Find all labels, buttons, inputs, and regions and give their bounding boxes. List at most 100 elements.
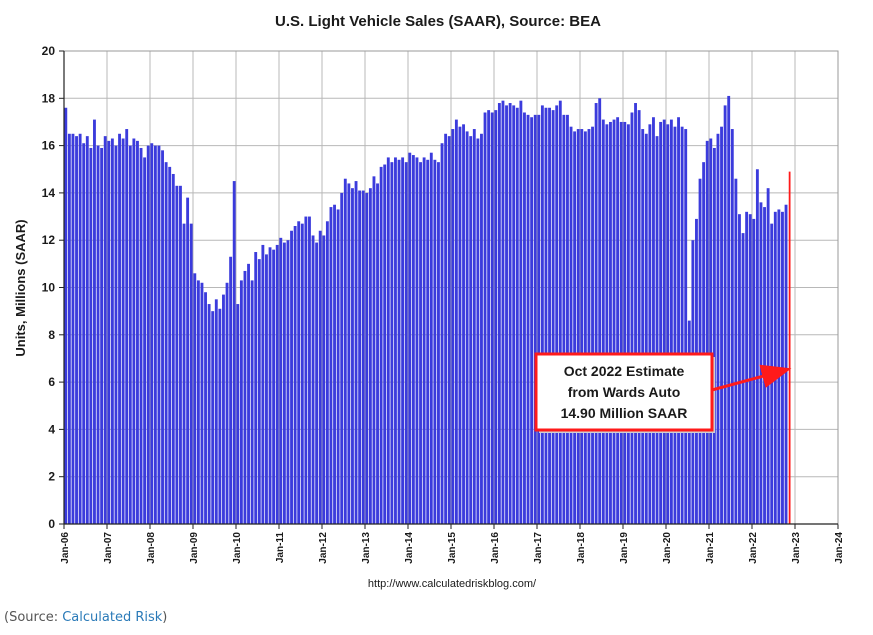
bar	[594, 103, 598, 524]
bar	[293, 226, 297, 524]
axes	[59, 50, 839, 529]
bar	[422, 157, 426, 525]
bar	[533, 114, 537, 524]
y-tick-label: 6	[48, 375, 55, 389]
bar	[272, 249, 276, 524]
bar	[709, 138, 713, 524]
bar	[232, 181, 236, 524]
bar	[426, 159, 430, 525]
bar	[469, 136, 473, 524]
bar	[573, 131, 577, 524]
x-tick-label: Jan-16	[490, 532, 501, 564]
y-ticks: 0 2 4 6 8 10 12 14 16 18 20	[42, 44, 56, 531]
bar	[648, 124, 652, 524]
bar	[347, 183, 351, 524]
x-tick-label: Jan-14	[404, 532, 415, 564]
bar	[222, 294, 225, 524]
bar	[265, 254, 268, 524]
bar	[669, 119, 673, 525]
bar	[171, 173, 175, 525]
bar	[583, 131, 587, 524]
bar	[329, 207, 333, 524]
bar	[465, 131, 469, 524]
bar-highlight	[788, 171, 791, 525]
bar	[437, 162, 440, 524]
bar	[103, 136, 107, 524]
bar	[551, 110, 555, 524]
bar	[161, 150, 164, 524]
bar	[680, 126, 684, 525]
bar	[408, 152, 412, 524]
bar	[376, 183, 379, 524]
y-tick-label: 8	[48, 328, 55, 342]
bar	[494, 110, 498, 524]
bar	[132, 138, 136, 524]
bar	[304, 216, 308, 525]
bar	[734, 178, 738, 524]
bar	[415, 157, 419, 525]
x-tick-label: Jan-18	[576, 532, 587, 564]
bar	[340, 192, 344, 524]
x-tick-label: Jan-07	[103, 532, 114, 564]
bars-group	[64, 95, 791, 525]
annotation: Oct 2022 Estimate from Wards Auto 14.90 Mi…	[534, 352, 792, 433]
x-tick-label: Jan-17	[533, 532, 544, 564]
bar	[82, 143, 86, 525]
bar	[211, 311, 215, 524]
bar	[720, 126, 723, 525]
bar	[64, 107, 68, 524]
bar	[480, 133, 483, 524]
x-tick-label: Jan-23	[791, 532, 802, 564]
bar	[354, 181, 358, 524]
bar	[89, 147, 93, 524]
bar	[114, 145, 118, 524]
bar	[637, 110, 641, 524]
bar	[243, 270, 247, 524]
bar	[143, 157, 147, 525]
x-tick-label: Jan-19	[619, 532, 630, 564]
bar	[705, 140, 709, 524]
bar	[236, 304, 240, 524]
x-tick-label: Jan-12	[318, 532, 329, 564]
bar	[110, 138, 114, 524]
bar	[766, 188, 770, 525]
bar	[168, 166, 172, 524]
x-tick-label: Jan-15	[447, 532, 458, 564]
annotation-line: from Wards Auto	[568, 384, 681, 400]
bar	[275, 244, 279, 524]
bar	[598, 98, 602, 525]
bar	[512, 105, 516, 525]
bar	[96, 145, 100, 524]
chart-title: U.S. Light Vehicle Sales (SAAR), Source:…	[275, 13, 601, 30]
bar	[182, 223, 186, 524]
bar	[755, 169, 759, 524]
bar	[501, 100, 505, 524]
bar	[580, 129, 584, 525]
bar	[659, 121, 663, 524]
bar	[476, 138, 480, 524]
bar	[440, 143, 444, 525]
bar	[641, 129, 645, 525]
bar	[540, 105, 544, 525]
bar	[157, 145, 161, 524]
bar	[519, 100, 523, 524]
bar	[612, 119, 616, 525]
y-tick-label: 20	[42, 44, 56, 58]
bar	[698, 178, 702, 524]
bar	[609, 121, 612, 524]
bar	[784, 204, 788, 524]
y-tick-label: 4	[48, 422, 55, 436]
bar	[290, 230, 293, 525]
bar	[204, 292, 207, 524]
bar	[179, 185, 182, 524]
bar	[351, 188, 354, 525]
bar	[322, 235, 326, 524]
bar	[454, 119, 458, 525]
bar	[411, 155, 415, 524]
bar	[175, 185, 179, 524]
bar	[315, 242, 319, 524]
annotation-box	[534, 352, 714, 432]
bar	[652, 117, 655, 524]
calculated-risk-link[interactable]: Calculated Risk	[62, 610, 163, 625]
bar	[85, 136, 89, 524]
